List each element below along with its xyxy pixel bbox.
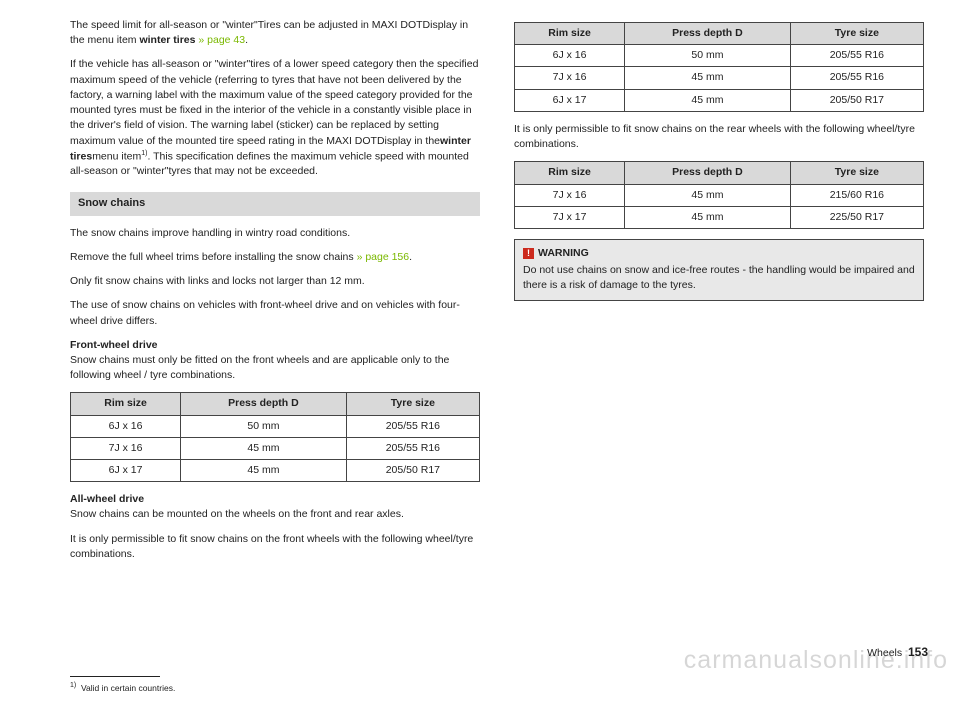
table-row: 6J x 1650 mm205/55 R16 (71, 415, 480, 437)
footnote-mark: 1) (70, 682, 76, 689)
left-column: The speed limit for all-season or "winte… (70, 18, 480, 718)
cell: 45 mm (625, 206, 791, 228)
warning-label: WARNING (538, 247, 589, 259)
para-speed-limit: The speed limit for all-season or "winte… (70, 18, 480, 48)
cell: 6J x 16 (515, 45, 625, 67)
table-header-row: Rim size Press depth D Tyre size (515, 162, 924, 184)
text: Snow chains must only be fitted on the f… (70, 354, 449, 381)
para: Only fit snow chains with links and lock… (70, 274, 480, 289)
label: All-wheel drive (70, 493, 144, 505)
table-header-row: Rim size Press depth D Tyre size (515, 23, 924, 45)
table-awd-rear: Rim size Press depth D Tyre size 7J x 16… (514, 161, 924, 229)
col-header: Rim size (515, 23, 625, 45)
footnote: 1) Valid in certain countries. (70, 681, 480, 694)
para: Remove the full wheel trims before insta… (70, 250, 480, 265)
table-row: 6J x 1745 mm205/50 R17 (71, 460, 480, 482)
table-row: 7J x 1645 mm205/55 R16 (71, 437, 480, 459)
text: Remove the full wheel trims before insta… (70, 251, 357, 263)
cell: 45 mm (181, 437, 347, 459)
text: . (409, 251, 412, 263)
text: . (245, 34, 248, 46)
warning-box: ! WARNING Do not use chains on snow and i… (514, 239, 924, 301)
label: Front-wheel drive (70, 339, 158, 351)
menu-item: winter tires (139, 34, 195, 46)
text: If the vehicle has all-season or "winter… (70, 58, 478, 146)
cell: 7J x 17 (515, 206, 625, 228)
para: The use of snow chains on vehicles with … (70, 298, 480, 328)
col-header: Rim size (71, 393, 181, 415)
cell: 50 mm (625, 45, 791, 67)
cell: 205/55 R16 (790, 67, 923, 89)
warning-icon: ! (523, 248, 534, 259)
col-header: Tyre size (790, 162, 923, 184)
cell: 6J x 17 (71, 460, 181, 482)
para: It is only permissible to fit snow chain… (514, 122, 924, 152)
cell: 7J x 16 (71, 437, 181, 459)
para: The snow chains improve handling in wint… (70, 226, 480, 241)
watermark: carmanualsonline.info (684, 646, 948, 675)
col-header: Press depth D (625, 23, 791, 45)
subhead-awd: All-wheel drive Snow chains can be mount… (70, 492, 480, 522)
table-fwd: Rim size Press depth D Tyre size 6J x 16… (70, 392, 480, 482)
table-row: 7J x 1645 mm215/60 R16 (515, 184, 924, 206)
text: menu item (92, 150, 141, 162)
table-row: 6J x 1650 mm205/55 R16 (515, 45, 924, 67)
table-row: 6J x 1745 mm205/50 R17 (515, 89, 924, 111)
cell: 45 mm (625, 67, 791, 89)
cell: 45 mm (625, 89, 791, 111)
col-header: Tyre size (790, 23, 923, 45)
table-row: 7J x 1745 mm225/50 R17 (515, 206, 924, 228)
cell: 7J x 16 (515, 184, 625, 206)
subhead-fwd: Front-wheel drive Snow chains must only … (70, 338, 480, 384)
table-awd-front: Rim size Press depth D Tyre size 6J x 16… (514, 22, 924, 112)
cell: 6J x 16 (71, 415, 181, 437)
text: Snow chains can be mounted on the wheels… (70, 508, 404, 520)
footnote-text: Valid in certain countries. (81, 683, 175, 693)
table-header-row: Rim size Press depth D Tyre size (71, 393, 480, 415)
page-ref-link[interactable]: » page 156 (357, 251, 410, 263)
col-header: Rim size (515, 162, 625, 184)
cell: 205/50 R17 (346, 460, 479, 482)
warning-heading: ! WARNING (523, 246, 915, 261)
col-header: Press depth D (625, 162, 791, 184)
cell: 205/55 R16 (346, 437, 479, 459)
cell: 205/55 R16 (790, 45, 923, 67)
cell: 45 mm (625, 184, 791, 206)
warning-body: Do not use chains on snow and ice-free r… (523, 263, 915, 293)
table-row: 7J x 1645 mm205/55 R16 (515, 67, 924, 89)
para: It is only permissible to fit snow chain… (70, 532, 480, 562)
cell: 45 mm (181, 460, 347, 482)
cell: 6J x 17 (515, 89, 625, 111)
cell: 205/55 R16 (346, 415, 479, 437)
cell: 215/60 R16 (790, 184, 923, 206)
cell: 50 mm (181, 415, 347, 437)
text: The speed limit for all-season or "winte… (70, 19, 468, 46)
col-header: Tyre size (346, 393, 479, 415)
cell: 205/50 R17 (790, 89, 923, 111)
para-warning-label: If the vehicle has all-season or "winter… (70, 57, 480, 179)
section-heading-snow-chains: Snow chains (70, 192, 480, 216)
cell: 7J x 16 (515, 67, 625, 89)
right-column: Rim size Press depth D Tyre size 6J x 16… (514, 18, 924, 718)
cell: 225/50 R17 (790, 206, 923, 228)
page-ref-link[interactable]: » page 43 (195, 34, 245, 46)
col-header: Press depth D (181, 393, 347, 415)
